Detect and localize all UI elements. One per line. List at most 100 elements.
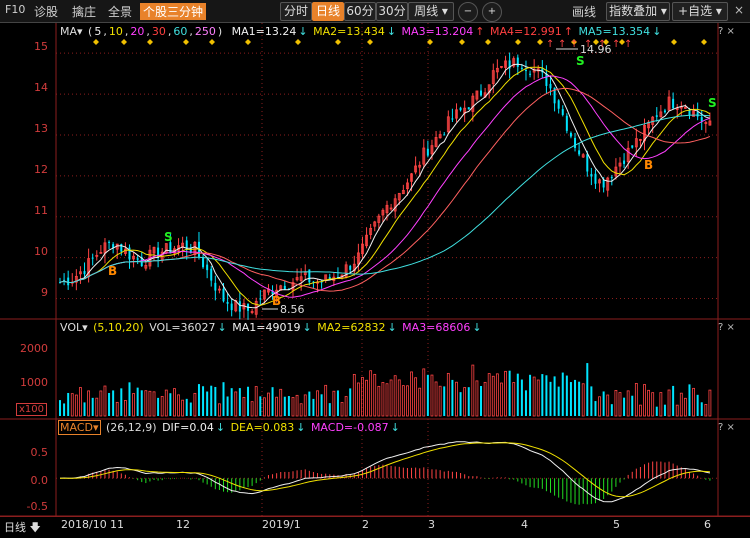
volume-bar <box>446 372 450 417</box>
candle-body <box>169 242 172 254</box>
volume-bar <box>324 384 328 417</box>
vol-dropdown[interactable]: VOL▾ <box>60 321 88 334</box>
period-tab-weekly[interactable]: 周线 ▾ <box>408 2 454 21</box>
candle-body <box>675 108 679 110</box>
volume-bar <box>247 386 250 416</box>
volume-bar <box>373 373 377 417</box>
volume-bar <box>467 387 470 416</box>
vol-legend: VOL▾ (5,10,20) VOL=36027 ↓ MA1=49019 ↓ MA2… <box>60 321 482 334</box>
candle-body <box>202 257 205 268</box>
volume-bar <box>120 388 123 416</box>
event-arrow: ↑ <box>546 39 554 50</box>
candle-body <box>136 258 139 260</box>
index-overlay-button[interactable]: 指数叠加 ▾ <box>606 2 670 21</box>
candle-body <box>700 117 703 122</box>
ma-param-30: 30 <box>151 25 166 38</box>
candle-body <box>708 120 712 126</box>
candle-body <box>406 182 409 190</box>
sell-signal-mark: S <box>576 54 585 68</box>
macd-panel-controls[interactable]: ? × <box>718 422 735 433</box>
macd-params: (26,12,9) <box>106 421 157 434</box>
volume-bar <box>397 379 401 417</box>
volume-bar <box>361 377 364 417</box>
volume-bar <box>578 381 581 416</box>
candle-body <box>590 174 593 177</box>
date-label-6: 6 <box>704 518 711 531</box>
vol-ma3: MA3=68606 <box>402 321 471 334</box>
candle-body <box>373 221 377 227</box>
three-minute-button[interactable]: 个股三分钟 <box>140 3 207 20</box>
volume-bar <box>336 390 339 416</box>
close-icon[interactable]: × <box>734 3 745 17</box>
draw-line-button[interactable]: 画线 <box>572 5 597 19</box>
volume-bar <box>79 387 82 417</box>
date-label-2019-1: 2019/1 <box>262 518 301 531</box>
period-tab-30min[interactable]: 30分 <box>376 2 408 21</box>
volume-bar <box>594 401 597 416</box>
zoom-out-icon[interactable]: − <box>458 2 478 22</box>
volume-bar <box>316 390 319 417</box>
volume-bar <box>303 394 307 417</box>
candle-body <box>83 270 86 275</box>
candle-body <box>500 65 503 68</box>
candlestick-series <box>59 52 712 320</box>
diagnose-button[interactable]: 诊股 <box>34 5 59 19</box>
volume-bar <box>581 383 585 417</box>
volume-bar <box>549 381 552 416</box>
add-watchlist-button[interactable]: +自选 ▾ <box>672 2 728 21</box>
ma-param-20: 20 <box>130 25 145 38</box>
volume-bar <box>148 390 152 417</box>
candle-body <box>574 137 577 148</box>
f10-button[interactable]: F10 <box>5 3 26 16</box>
period-toggle[interactable]: 日线 🡇 <box>4 521 41 534</box>
candle-body <box>618 162 622 167</box>
macd-dropdown[interactable]: MACD▾ <box>58 420 101 435</box>
volume-bar <box>406 385 409 417</box>
zoom-in-icon[interactable]: + <box>482 2 502 22</box>
vol-panel-controls[interactable]: ? × <box>718 322 735 333</box>
volume-bar <box>234 391 238 417</box>
volume-bar <box>267 392 270 417</box>
price-tick-13: 13 <box>34 122 48 135</box>
volume-bar <box>430 374 434 417</box>
ma-param-60: 60 <box>173 25 188 38</box>
candle-body <box>434 137 438 147</box>
overview-button[interactable]: 全景 <box>108 5 133 19</box>
macd-lines <box>59 441 710 503</box>
candle-body <box>667 96 671 111</box>
volume-bar <box>561 372 564 416</box>
period-tab-60min[interactable]: 60分 <box>344 2 376 21</box>
ma-param-250: 250 <box>194 25 216 38</box>
candle-body <box>262 289 266 300</box>
volume-bar <box>553 376 556 416</box>
volume-bar <box>672 385 675 416</box>
volume-bar <box>222 382 225 416</box>
volume-bar <box>332 390 336 417</box>
dealer-button[interactable]: 擒庄 <box>72 5 97 19</box>
candle-body <box>610 177 613 179</box>
period-tab-daily[interactable]: 日线 <box>312 2 344 21</box>
candle-body <box>602 179 605 188</box>
period-tab-intraday[interactable]: 分时 <box>280 2 312 21</box>
volume-bar <box>112 390 115 416</box>
candle-body <box>623 160 626 164</box>
price-panel-controls[interactable]: ? × <box>718 26 735 37</box>
volume-bar <box>708 389 712 417</box>
candle-body <box>508 60 511 69</box>
volume-bar <box>659 392 663 417</box>
ma5-value: MA5=13.354 <box>578 25 651 38</box>
vol-params: (5,10,20) <box>93 321 144 334</box>
ma2-value: MA2=13.434 <box>313 25 385 38</box>
volume-bar <box>108 392 111 416</box>
candle-body <box>206 264 209 271</box>
candle-body <box>512 58 516 67</box>
ma-dropdown[interactable]: MA▾ <box>60 25 83 38</box>
low-price-label: 8.56 <box>280 303 305 316</box>
volume-bar <box>254 386 258 417</box>
event-arrow: ↑ <box>558 39 566 50</box>
event-arrow: ↑ <box>624 39 632 50</box>
volume-bar <box>99 390 103 417</box>
volume-bar <box>414 377 418 417</box>
